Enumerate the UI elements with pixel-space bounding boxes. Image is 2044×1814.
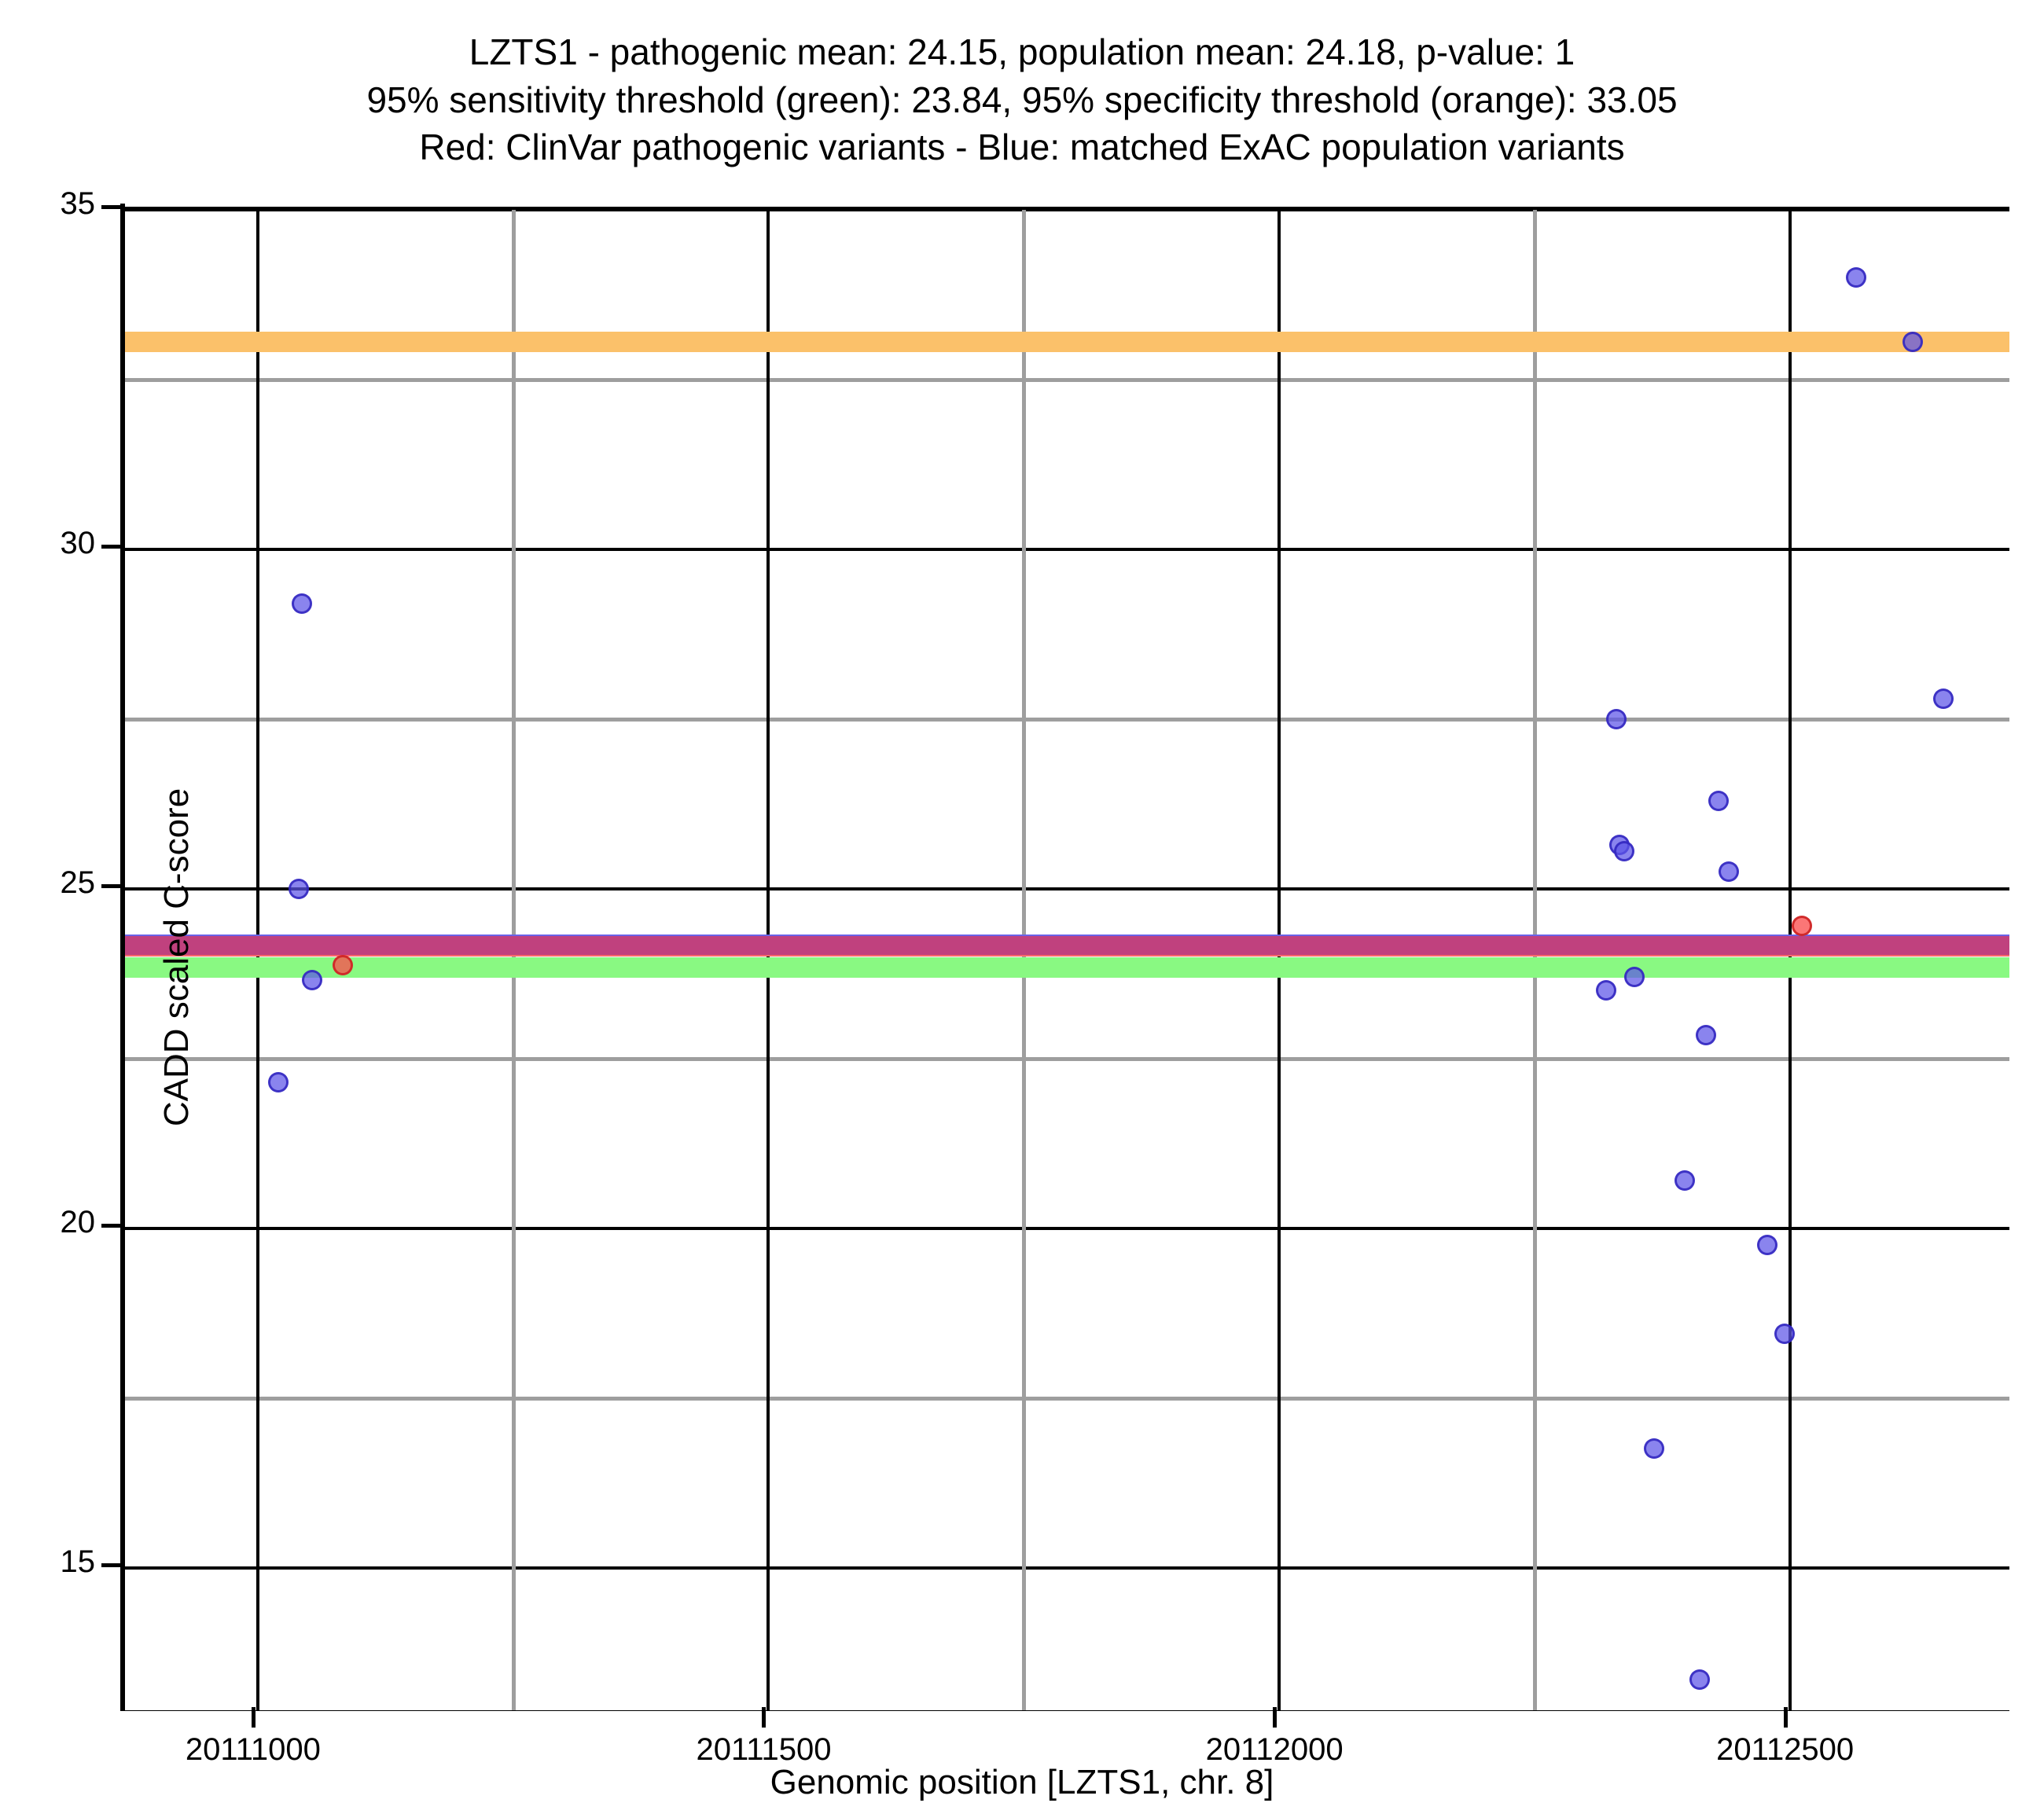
mean-lines-overlap <box>125 936 2009 955</box>
specificity-threshold-line <box>125 332 2009 353</box>
population-variant-point[interactable] <box>291 593 312 614</box>
x-axis-tick <box>1273 1707 1278 1728</box>
y-axis-tick-label: 30 <box>60 525 96 560</box>
population-variant-point[interactable] <box>1696 1024 1717 1045</box>
y-gridline-major <box>125 547 2009 551</box>
population-variant-point[interactable] <box>1932 688 1954 709</box>
population-variant-point[interactable] <box>1624 967 1645 988</box>
population-variant-point[interactable] <box>1689 1669 1711 1691</box>
population-variant-point[interactable] <box>301 970 322 991</box>
y-gridline-major <box>125 210 2009 211</box>
y-gridline-minor <box>125 1056 2009 1061</box>
population-variant-point[interactable] <box>1674 1170 1695 1192</box>
chart-title: LZTS1 - pathogenic mean: 24.15, populati… <box>0 28 2044 171</box>
y-axis-tick-label: 15 <box>60 1544 96 1579</box>
population-variant-point[interactable] <box>1902 332 1923 353</box>
y-axis-tick <box>101 544 122 549</box>
y-axis-tick-label: 35 <box>60 186 96 221</box>
population-variant-point[interactable] <box>1708 790 1729 811</box>
x-axis-tick <box>1783 1707 1788 1728</box>
pathogenic-variant-point[interactable] <box>332 954 353 975</box>
plot-canvas <box>125 210 2009 1710</box>
x-axis-title: Genomic position [LZTS1, chr. 8] <box>770 1763 1274 1801</box>
y-axis-tick-label: 25 <box>60 865 96 900</box>
title-line-2: 95% sensitivity threshold (green): 23.84… <box>366 79 1678 120</box>
population-variant-point[interactable] <box>1595 980 1616 1001</box>
y-axis-title: CADD scaled C-score <box>157 788 197 1126</box>
y-axis-tick-label: 20 <box>60 1204 96 1239</box>
x-axis-tick <box>251 1707 256 1728</box>
y-gridline-major <box>125 1226 2009 1230</box>
plot-area <box>120 207 2009 1710</box>
sensitivity-threshold-line <box>125 957 2009 978</box>
y-axis-tick <box>101 1223 122 1228</box>
population-variant-point[interactable] <box>1757 1235 1778 1256</box>
x-axis-tick-label: 20112000 <box>1205 1732 1344 1767</box>
y-axis-tick <box>101 883 122 888</box>
title-line-3: Red: ClinVar pathogenic variants - Blue:… <box>419 127 1625 168</box>
population-variant-point[interactable] <box>1605 708 1627 729</box>
y-gridline-minor <box>125 377 2009 382</box>
x-axis-tick-label: 20112500 <box>1716 1732 1855 1767</box>
population-variant-point[interactable] <box>288 878 309 899</box>
x-axis-tick-label: 20111000 <box>185 1732 321 1767</box>
population-variant-point[interactable] <box>1614 841 1635 862</box>
x-axis-tick-label: 20111500 <box>696 1732 832 1767</box>
y-gridline-minor <box>125 1396 2009 1401</box>
y-axis-title-wrapper: CADD scaled C-score <box>14 207 196 1707</box>
title-line-1: LZTS1 - pathogenic mean: 24.15, populati… <box>469 31 1575 72</box>
x-axis-tick <box>762 1707 766 1728</box>
population-variant-point[interactable] <box>1643 1438 1664 1460</box>
population-variant-point[interactable] <box>1774 1323 1796 1344</box>
y-axis-tick <box>101 1562 122 1567</box>
y-axis-tick <box>101 205 122 209</box>
pathogenic-variant-point[interactable] <box>1792 916 1813 937</box>
y-gridline-minor <box>125 717 2009 722</box>
population-variant-point[interactable] <box>1846 267 1867 288</box>
y-gridline-major <box>125 1566 2009 1570</box>
y-gridline-major <box>125 887 2009 890</box>
population-variant-point[interactable] <box>1718 861 1739 883</box>
population-variant-point[interactable] <box>267 1071 289 1092</box>
